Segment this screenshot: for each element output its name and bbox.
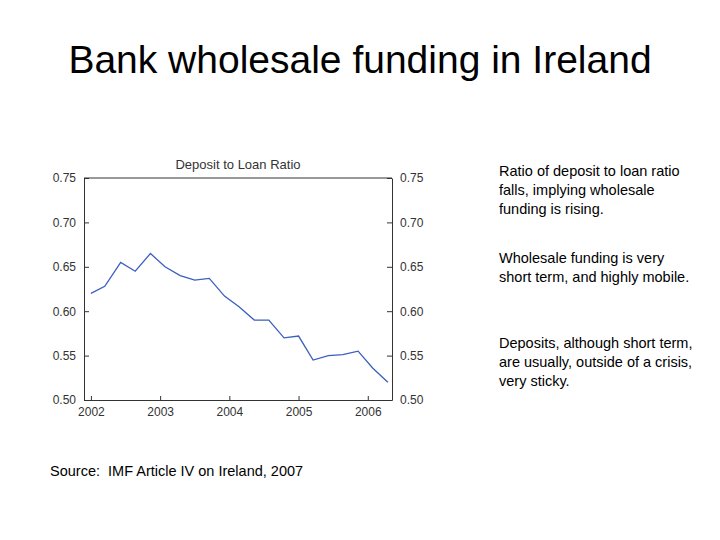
chart-title: Deposit to Loan Ratio [175, 157, 300, 172]
tick-label: 0.65 [53, 260, 77, 274]
tick: 2004 [216, 396, 243, 419]
tick: 0.60 [53, 305, 89, 319]
plot-area [91, 253, 388, 382]
tick: 0.60 [387, 305, 424, 319]
tick-mark [84, 356, 89, 357]
tick: 0.55 [387, 349, 424, 363]
tick-label: 0.75 [400, 171, 424, 185]
note: Wholesale funding is very short term, an… [499, 249, 699, 287]
tick: 0.75 [53, 171, 89, 185]
tick: 2003 [147, 396, 174, 419]
tick-label: 0.55 [53, 349, 77, 363]
tick-mark [84, 267, 89, 268]
tick-mark [84, 222, 89, 223]
tick: 0.70 [387, 216, 424, 230]
y-axis-right: 0.50 0.55 0.60 0.65 0.70 0.75 [387, 171, 424, 407]
tick-label: 0.55 [400, 349, 424, 363]
slide-title: Bank wholesale funding in Ireland [0, 38, 720, 82]
note: Deposits, although short term, are usual… [499, 334, 699, 391]
tick-label: 0.60 [53, 305, 77, 319]
axis-line [84, 179, 85, 401]
tick-mark [229, 396, 230, 400]
tick-label: 0.60 [400, 305, 424, 319]
y-axis-left: 0.50 0.55 0.60 0.65 0.70 0.75 [53, 171, 89, 407]
tick: 0.50 [387, 393, 424, 407]
tick-mark [84, 311, 89, 312]
tick-label: 0.75 [53, 171, 77, 185]
tick-mark [160, 396, 161, 400]
tick-mark [91, 396, 92, 400]
tick: 2002 [78, 396, 105, 419]
tick: 0.65 [53, 260, 89, 274]
tick-label: 2002 [78, 405, 105, 419]
axis-line [392, 179, 393, 401]
tick-mark [387, 356, 392, 357]
note: Ratio of deposit to loan ratio falls, im… [499, 162, 699, 219]
tick-label: 2003 [147, 405, 174, 419]
tick-label: 2004 [216, 405, 243, 419]
tick-mark [387, 311, 392, 312]
tick-label: 0.50 [53, 393, 77, 407]
tick: 0.70 [53, 216, 89, 230]
tick-label: 0.50 [400, 393, 424, 407]
tick-mark [387, 267, 392, 268]
tick: 0.75 [387, 171, 424, 185]
tick-mark [387, 222, 392, 223]
tick-mark [368, 396, 369, 400]
tick: 0.55 [53, 349, 89, 363]
x-axis: 2002 2003 2004 2005 2006 [78, 396, 392, 419]
tick-mark [299, 396, 300, 400]
source: Source: IMF Article IV on Ireland, 2007 [50, 463, 303, 479]
data-line [91, 253, 388, 382]
tick-label: 0.70 [53, 216, 77, 230]
tick: 2005 [286, 396, 313, 419]
tick-label: 2006 [355, 405, 382, 419]
tick: 0.65 [387, 260, 424, 274]
tick-label: 2005 [286, 405, 313, 419]
axis-line [85, 400, 393, 401]
tick-label: 0.70 [400, 216, 424, 230]
tick-label: 0.65 [400, 260, 424, 274]
tick: 2006 [355, 396, 382, 419]
plot-frame [84, 178, 392, 179]
